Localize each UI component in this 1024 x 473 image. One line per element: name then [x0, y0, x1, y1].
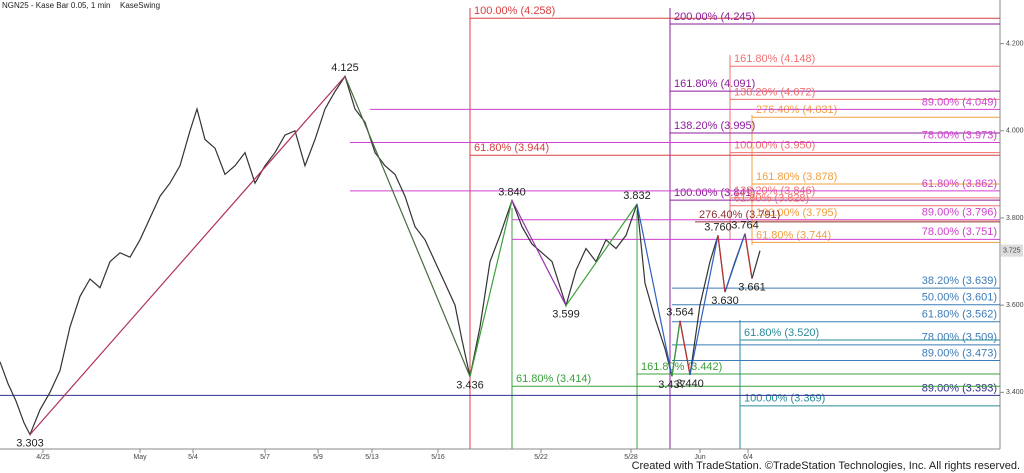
swing-label: 3.436: [456, 380, 484, 392]
footer: Created with TradeStation. ©TradeStation…: [632, 460, 1020, 472]
fib-label: 161.80% (4.091): [674, 78, 755, 90]
swing-segment: [344, 76, 471, 377]
fib-label: 161.80% (3.878): [756, 171, 837, 183]
fib-label: 78.00% (3.751): [922, 226, 997, 238]
chart-subtitle: KaseSwing: [120, 1, 160, 10]
swing-segment: [679, 320, 691, 376]
x-tick-label: 5/7: [260, 454, 270, 461]
x-tick-label: 6/4: [743, 454, 753, 461]
swing-segment: [744, 233, 753, 279]
fib-label: 61.80% (3.828): [734, 193, 809, 205]
fib-label: 161.80% (4.148): [734, 53, 815, 65]
fib-label: 276.40% (4.031): [756, 104, 837, 116]
fib-label: 89.00% (4.049): [922, 96, 997, 108]
y-tick-label: 3.800: [1006, 215, 1024, 222]
swing-label: 3.764: [731, 220, 759, 232]
fib-label: 61.80% (3.944): [474, 142, 549, 154]
fib-label: 138.20% (3.995): [674, 120, 755, 132]
swing-label: 3.840: [498, 186, 526, 198]
fib-label: 78.00% (3.973): [922, 129, 997, 141]
x-tick-label: 5/16: [431, 454, 445, 461]
x-tick-label: 5/13: [365, 454, 379, 461]
fib-label: 61.80% (3.862): [922, 178, 997, 190]
swing-segment: [689, 235, 719, 376]
swing-segment: [636, 203, 673, 377]
fib-label: 100.00% (3.950): [734, 139, 815, 151]
swing-segment: [565, 203, 638, 306]
fib-label: 61.80% (3.520): [744, 327, 819, 339]
swing-segment: [511, 200, 567, 306]
fib-label: 138.20% (4.072): [734, 86, 815, 98]
swing-segment: [724, 233, 746, 293]
x-tick-label: May: [133, 454, 147, 461]
y-tick-label: 3.600: [1006, 302, 1024, 309]
chart-title: NGN25 - Kase Bar 0.05, 1 min: [2, 1, 111, 10]
y-tick-label: 4.000: [1006, 128, 1024, 135]
y-tick-label: 3.400: [1006, 389, 1024, 396]
x-tick-label: 5/9: [313, 454, 323, 461]
fib-label: 61.80% (3.414): [516, 373, 591, 385]
fib-label: 50.00% (3.601): [922, 292, 997, 304]
fib-label: 89.00% (3.393): [922, 382, 997, 394]
fib-label: 61.80% (3.744): [756, 229, 831, 241]
fib-label: 38.20% (3.639): [922, 275, 997, 287]
x-tick-label: 5/28: [624, 454, 638, 461]
swing-label: 3.599: [552, 308, 580, 320]
fib-label: 78.00% (3.509): [922, 332, 997, 344]
swing-label: 3.440: [676, 378, 704, 390]
swing-label: 3.760: [704, 221, 732, 233]
x-tick-label: 4/25: [36, 454, 50, 461]
swing-label: 3.564: [666, 307, 694, 319]
fib-label: 100.00% (3.841): [674, 187, 755, 199]
fib-label: 100.00% (3.795): [756, 207, 837, 219]
fib-label: 61.80% (3.562): [922, 309, 997, 321]
fib-label: 200.00% (4.245): [674, 11, 755, 23]
fib-label: 276.40% (3.791): [699, 209, 780, 221]
fib-label: 100.00% (3.369): [744, 393, 825, 405]
y-tick-label: 4.200: [1006, 40, 1024, 47]
swing-segment: [717, 235, 726, 293]
fib-label: 161.80% (3.442): [641, 361, 722, 373]
swing-label: 3.832: [623, 190, 651, 202]
last-price-box: [1001, 244, 1023, 257]
swing-label: 3.630: [711, 295, 739, 307]
x-tick-label: Jun: [694, 454, 705, 461]
swing-label: 3.437: [658, 379, 686, 391]
swing-segment: [29, 75, 346, 436]
swing-segment: [671, 320, 681, 377]
x-tick-label: 5/4: [188, 454, 198, 461]
fib-label: 100.00% (4.258): [474, 5, 555, 17]
swing-label: 4.125: [331, 62, 359, 74]
fib-label: 89.00% (3.473): [922, 347, 997, 359]
swing-segment: [469, 200, 513, 377]
swing-label: 3.303: [16, 438, 44, 450]
last-price-label: 3.725: [1003, 247, 1021, 254]
swing-label: 3.661: [738, 281, 766, 293]
x-tick-label: 5/22: [534, 454, 548, 461]
fib-label: 89.00% (3.796): [922, 207, 997, 219]
